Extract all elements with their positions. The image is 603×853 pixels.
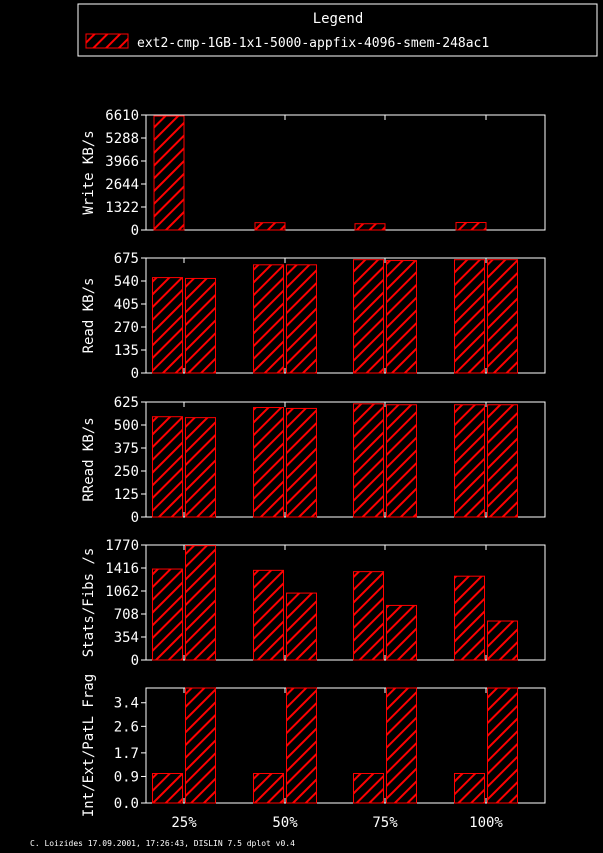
y-tick-label: 0.9 [114,769,139,785]
y-tick-label: 1062 [105,584,139,600]
bar [454,404,485,518]
legend-box [77,3,598,57]
bar [253,773,284,804]
bar [386,260,417,374]
legend-entry: ext2-cmp-1GB-1x1-5000-appfix-4096-smem-2… [137,36,489,51]
y-tick-label: 2644 [105,177,139,193]
legend: Legend ext2-cmp-1GB-1x1-5000-appfix-4096… [77,3,598,57]
bar [353,571,384,661]
bar [386,687,417,804]
x-tick-label: 75% [372,815,398,831]
y-tick-label: 125 [114,487,139,503]
bar [185,417,216,518]
y-tick-label: 1.7 [114,746,139,762]
bar [455,222,487,231]
y-axis-label: RRead KB/s [81,417,97,501]
bar [152,416,183,518]
bar [254,222,286,231]
bar [253,569,284,661]
y-tick-label: 0 [131,366,139,382]
y-tick-label: 2.6 [114,719,139,735]
bar [185,687,216,804]
panel-3: 0 125 250 375 500 625 RRead KB/s [81,395,546,526]
plot-frame [145,114,546,231]
bar [454,259,485,374]
bar [152,277,183,374]
y-tick-label: 5288 [105,131,139,147]
y-tick-label: 708 [114,607,139,623]
plot-frame [145,257,546,374]
y-axis-label: Read KB/s [81,278,97,354]
plot-frame [145,401,546,518]
bar [152,773,183,804]
bar [386,604,417,661]
plot-frame [145,687,546,804]
panel-4: 0 354 708 1062 1416 1770 Stats/Fibs /s [81,538,546,669]
y-axis-label: Int/Ext/PatL Frag [81,674,97,817]
bar [454,575,485,661]
y-tick-label: 1322 [105,200,139,216]
y-tick-label: 3.4 [114,696,139,712]
y-tick-label: 1416 [105,561,139,577]
footer-credit: C. Loizides 17.09.2001, 17:26:43, DISLIN… [30,839,295,848]
bar [353,403,384,518]
bar [487,687,518,804]
bar [153,115,185,231]
y-tick-label: 625 [114,395,139,411]
y-tick-label: 250 [114,464,139,480]
legend-swatch [85,33,129,49]
y-axis-label: Write KB/s [81,130,97,214]
bar [185,545,216,661]
x-tick-label: 100% [469,815,503,831]
y-tick-label: 375 [114,441,139,457]
y-tick-label: 6610 [105,108,139,124]
y-tick-label: 0 [131,510,139,526]
bar [386,404,417,518]
y-tick-label: 0.0 [114,796,139,812]
bar [487,404,518,518]
bar [353,773,384,804]
y-tick-label: 675 [114,251,139,267]
chart-panels: 0 1322 2644 3966 5288 6610 Write KB/s 0 135 270 40… [81,108,546,817]
panel-1: 0 1322 2644 3966 5288 6610 Write KB/s [81,108,546,239]
y-tick-label: 540 [114,274,139,290]
bar [253,264,284,374]
bar [354,223,386,231]
x-tick-label: 25% [171,815,197,831]
bar [253,407,284,518]
y-tick-label: 500 [114,418,139,434]
y-tick-label: 405 [114,297,139,313]
y-tick-label: 3966 [105,154,139,170]
bar [487,259,518,374]
y-tick-label: 1770 [105,538,139,554]
x-tick-label: 50% [272,815,298,831]
panel-2: 0 135 270 405 540 675 Read KB/s [81,251,546,382]
bar [487,620,518,661]
bar [152,568,183,661]
y-tick-label: 135 [114,343,139,359]
y-tick-label: 270 [114,320,139,336]
legend-title: Legend [313,11,364,27]
bar [286,592,317,661]
bar [353,259,384,374]
panel-5: 0.0 0.9 1.7 2.6 3.4 Int/Ext/PatL Frag [81,674,546,817]
x-axis-labels: 25% 50% 75% 100% [171,815,503,831]
y-tick-label: 354 [114,630,139,646]
bar [185,277,216,374]
bar [454,773,485,804]
y-tick-label: 0 [131,653,139,669]
bar [286,687,317,804]
bar [286,407,317,518]
plot-frame [145,544,546,661]
y-axis-label: Stats/Fibs /s [81,548,97,658]
bar [286,264,317,374]
y-tick-label: 0 [131,223,139,239]
